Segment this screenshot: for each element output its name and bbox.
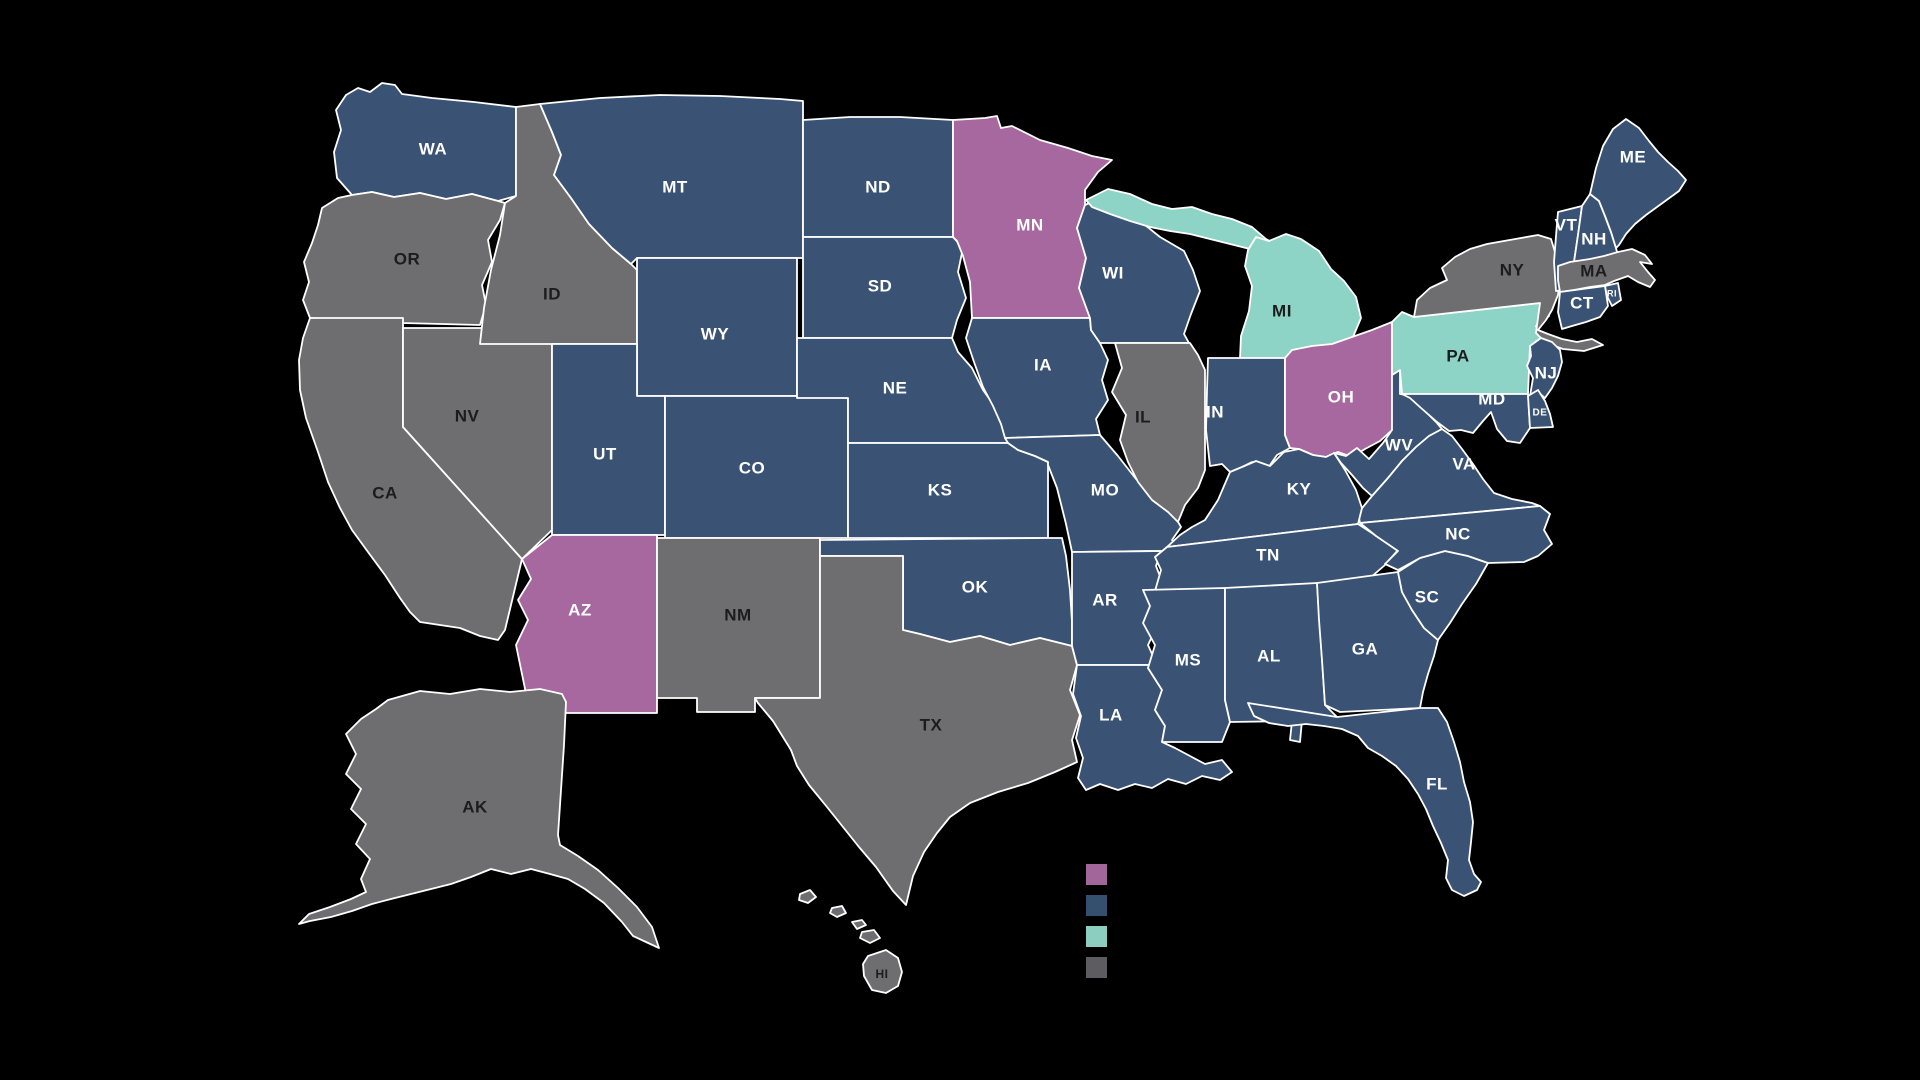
state-nj[interactable] xyxy=(1526,337,1563,399)
state-hi-part[interactable] xyxy=(829,905,847,918)
state-or[interactable] xyxy=(302,191,506,326)
state-ar[interactable] xyxy=(1071,550,1164,666)
state-mn[interactable] xyxy=(952,115,1113,319)
state-hi-part[interactable] xyxy=(859,929,881,944)
legend-swatch-teal xyxy=(1086,926,1107,947)
state-sd[interactable] xyxy=(802,236,967,339)
legend-item-purple xyxy=(1086,864,1115,885)
legend-swatch-gray xyxy=(1086,957,1107,978)
state-hi[interactable] xyxy=(862,949,903,994)
state-co[interactable] xyxy=(664,395,849,539)
state-md[interactable] xyxy=(1401,393,1531,444)
state-fl[interactable] xyxy=(1247,702,1482,897)
state-de[interactable] xyxy=(1527,389,1554,429)
state-me[interactable] xyxy=(1589,118,1687,249)
legend-swatch-purple xyxy=(1086,864,1107,885)
state-nc[interactable] xyxy=(1359,505,1553,571)
state-mt[interactable] xyxy=(539,94,804,265)
state-ri[interactable] xyxy=(1604,282,1622,307)
legend-item-teal xyxy=(1086,926,1115,947)
state-va[interactable] xyxy=(1357,428,1541,524)
state-nm[interactable] xyxy=(656,537,821,713)
state-wa[interactable] xyxy=(333,82,517,202)
state-az[interactable] xyxy=(515,534,658,714)
state-in[interactable] xyxy=(1205,357,1291,473)
state-nd[interactable] xyxy=(802,116,954,238)
map-legend xyxy=(1086,864,1115,978)
state-ak[interactable] xyxy=(298,688,660,949)
state-ks[interactable] xyxy=(847,442,1049,539)
legend-item-blue xyxy=(1086,895,1115,916)
state-hi-part[interactable] xyxy=(798,889,817,904)
legend-item-gray xyxy=(1086,957,1115,978)
state-tx[interactable] xyxy=(754,555,1081,906)
state-wy[interactable] xyxy=(636,257,798,397)
state-ca[interactable] xyxy=(298,317,523,641)
state-hi-part[interactable] xyxy=(851,919,867,930)
state-il[interactable] xyxy=(1111,342,1206,523)
legend-swatch-blue xyxy=(1086,895,1107,916)
state-ct[interactable] xyxy=(1557,285,1609,330)
